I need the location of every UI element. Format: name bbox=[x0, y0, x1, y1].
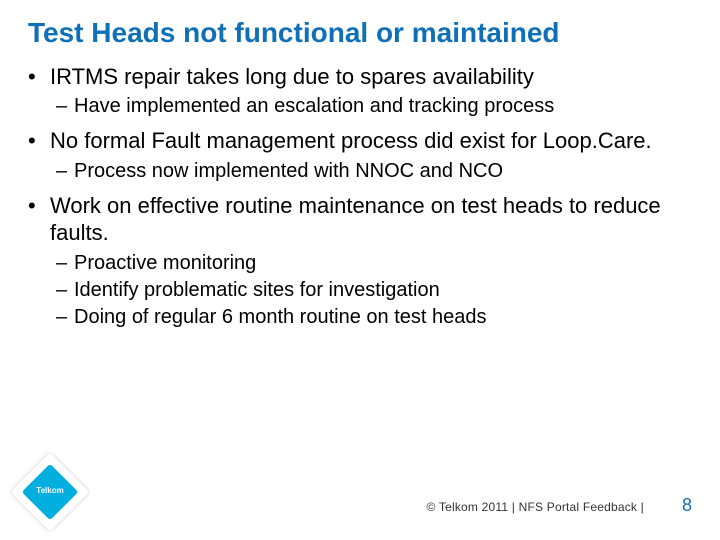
dash-icon: – bbox=[56, 305, 74, 330]
dash-icon: – bbox=[56, 159, 74, 184]
sub-item-text: Doing of regular 6 month routine on test… bbox=[74, 305, 692, 330]
bullet-icon: • bbox=[28, 63, 50, 91]
sub-list-item: – Identify problematic sites for investi… bbox=[56, 278, 692, 303]
logo-text: Telkom bbox=[22, 486, 78, 495]
sub-list-item: – Doing of regular 6 month routine on te… bbox=[56, 305, 692, 330]
sub-item-text: Have implemented an escalation and track… bbox=[74, 94, 692, 119]
list-item-text: Work on effective routine maintenance on… bbox=[50, 192, 692, 247]
dash-icon: – bbox=[56, 251, 74, 276]
sub-list-item: – Have implemented an escalation and tra… bbox=[56, 94, 692, 119]
sub-item-text: Process now implemented with NNOC and NC… bbox=[74, 159, 692, 184]
sub-list: – Have implemented an escalation and tra… bbox=[28, 94, 692, 119]
bullet-list: • IRTMS repair takes long due to spares … bbox=[28, 63, 692, 330]
sub-list: – Proactive monitoring – Identify proble… bbox=[28, 251, 692, 330]
sub-item-text: Proactive monitoring bbox=[74, 251, 692, 276]
copyright-text: © Telkom 2011 | NFS Portal Feedback | bbox=[427, 500, 644, 514]
list-item: • Work on effective routine maintenance … bbox=[28, 192, 692, 330]
slide-title: Test Heads not functional or maintained bbox=[28, 18, 692, 49]
dash-icon: – bbox=[56, 94, 74, 119]
sub-list-item: – Proactive monitoring bbox=[56, 251, 692, 276]
list-item-text: No formal Fault management process did e… bbox=[50, 127, 692, 155]
slide-footer: © Telkom 2011 | NFS Portal Feedback | 8 bbox=[427, 495, 692, 516]
slide: Test Heads not functional or maintained … bbox=[0, 0, 720, 540]
sub-item-text: Identify problematic sites for investiga… bbox=[74, 278, 692, 303]
sub-list: – Process now implemented with NNOC and … bbox=[28, 159, 692, 184]
dash-icon: – bbox=[56, 278, 74, 303]
bullet-icon: • bbox=[28, 192, 50, 247]
list-item: • No formal Fault management process did… bbox=[28, 127, 692, 184]
brand-logo: Telkom bbox=[22, 464, 78, 520]
slide-content: • IRTMS repair takes long due to spares … bbox=[28, 63, 692, 330]
bullet-icon: • bbox=[28, 127, 50, 155]
sub-list-item: – Process now implemented with NNOC and … bbox=[56, 159, 692, 184]
list-item-text: IRTMS repair takes long due to spares av… bbox=[50, 63, 692, 91]
list-item: • IRTMS repair takes long due to spares … bbox=[28, 63, 692, 120]
page-number: 8 bbox=[682, 495, 692, 516]
